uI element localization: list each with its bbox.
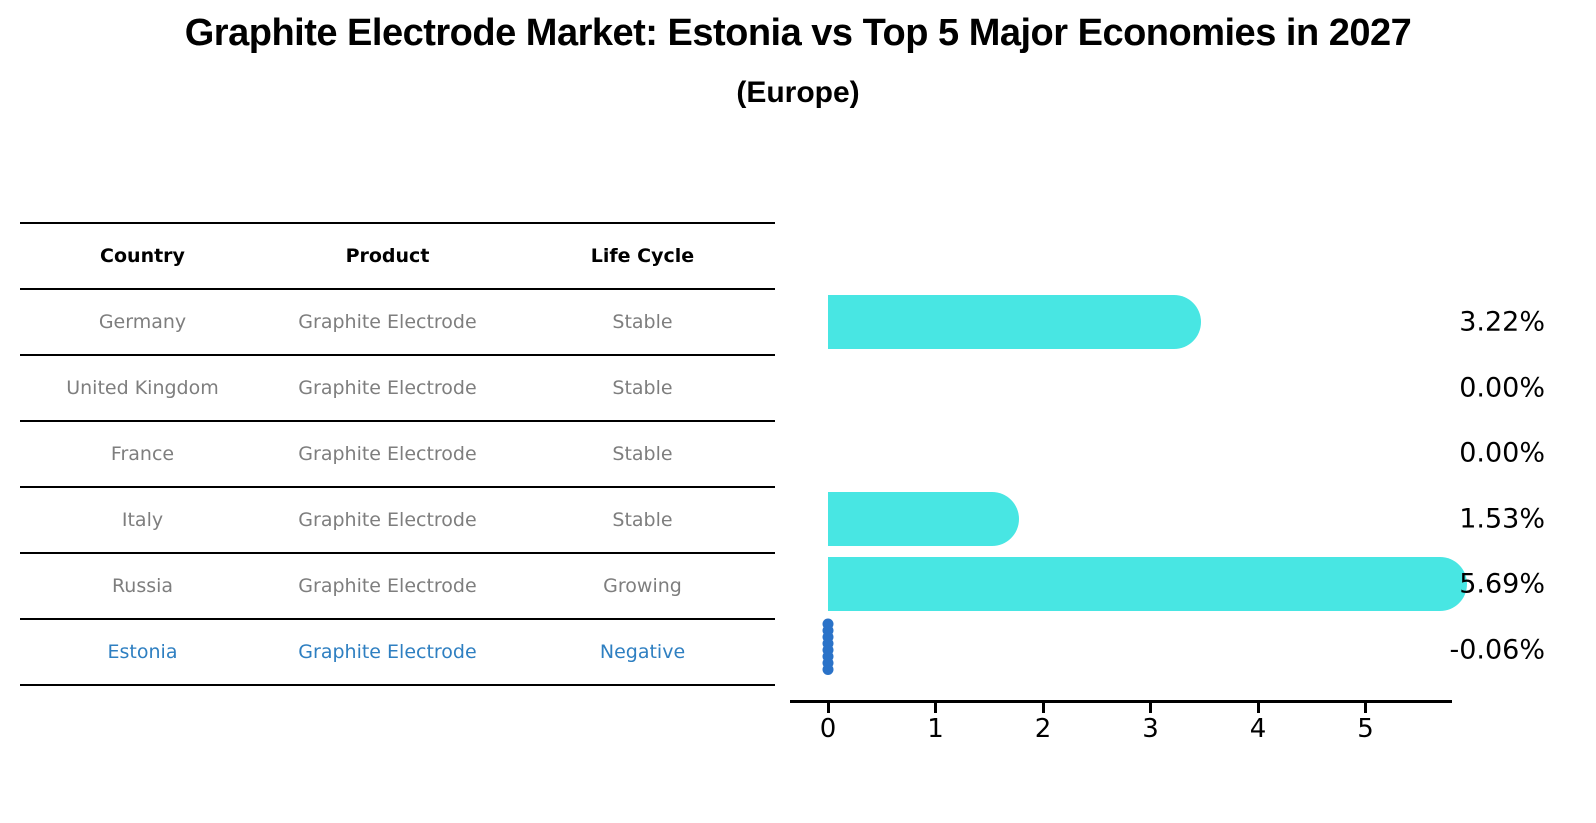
- value-label: 0.00%: [1459, 437, 1545, 469]
- x-tick: [826, 703, 830, 713]
- value-label: 3.22%: [1459, 306, 1545, 338]
- page-title: Graphite Electrode Market: Estonia vs To…: [184, 12, 1412, 54]
- cell-country: France: [110, 443, 175, 465]
- cell-product: Graphite Electrode: [298, 575, 477, 597]
- column-header-life-cycle: Life Cycle: [590, 245, 695, 267]
- x-tick: [1364, 703, 1367, 713]
- table-row: Italy Graphite Electrode Stable: [20, 486, 775, 552]
- column-header-country: Country: [100, 245, 185, 267]
- cell-product: Graphite Electrode: [298, 311, 477, 333]
- x-tick: [1256, 703, 1260, 713]
- x-tick-label: 0: [819, 714, 837, 744]
- bar-italy: [828, 492, 1020, 546]
- cell-life-cycle: Growing: [603, 575, 682, 597]
- x-tick: [934, 703, 937, 713]
- table-row: Russia Graphite Electrode Growing: [20, 552, 775, 618]
- table-header-row: Country Product Life Cycle: [20, 222, 775, 288]
- cell-country: Germany: [98, 311, 187, 333]
- page-subtitle: (Europe): [736, 76, 860, 109]
- cell-life-cycle: Stable: [612, 509, 673, 531]
- value-label: 0.00%: [1459, 372, 1545, 404]
- cell-product: Graphite Electrode: [298, 509, 477, 531]
- bar-russia: [828, 557, 1467, 611]
- cell-product: Graphite Electrode: [298, 443, 477, 465]
- x-tick: [1149, 703, 1152, 713]
- estonia-negative-bar: [822, 618, 834, 675]
- comparison-table: Country Product Life Cycle Germany Graph…: [20, 222, 775, 686]
- bar-germany: [828, 295, 1202, 349]
- cell-country: Estonia: [107, 641, 178, 663]
- table-row: France Graphite Electrode Stable: [20, 420, 775, 486]
- x-axis-line: [790, 700, 1452, 703]
- column-header-product: Product: [345, 245, 430, 267]
- value-label: 5.69%: [1459, 568, 1545, 600]
- cell-country: Russia: [111, 575, 174, 597]
- cell-life-cycle: Negative: [599, 641, 686, 663]
- table-row-estonia: Estonia Graphite Electrode Negative: [20, 618, 775, 686]
- x-tick: [1041, 703, 1045, 713]
- cell-product: Graphite Electrode: [298, 377, 477, 399]
- cell-life-cycle: Stable: [612, 377, 673, 399]
- cell-life-cycle: Stable: [612, 443, 673, 465]
- cell-country: Italy: [121, 509, 164, 531]
- x-tick-label: 3: [1142, 714, 1159, 744]
- x-tick-label: 4: [1249, 714, 1267, 744]
- x-tick-label: 5: [1357, 714, 1374, 744]
- value-label: -0.06%: [1449, 634, 1545, 666]
- value-label: 1.53%: [1459, 503, 1545, 535]
- cell-product: Graphite Electrode: [298, 641, 477, 663]
- cell-life-cycle: Stable: [612, 311, 673, 333]
- cell-country: United Kingdom: [66, 377, 219, 399]
- table-row: Germany Graphite Electrode Stable: [20, 288, 775, 354]
- x-tick-label: 1: [927, 714, 944, 744]
- table-row: United Kingdom Graphite Electrode Stable: [20, 354, 775, 420]
- x-tick-label: 2: [1034, 714, 1052, 744]
